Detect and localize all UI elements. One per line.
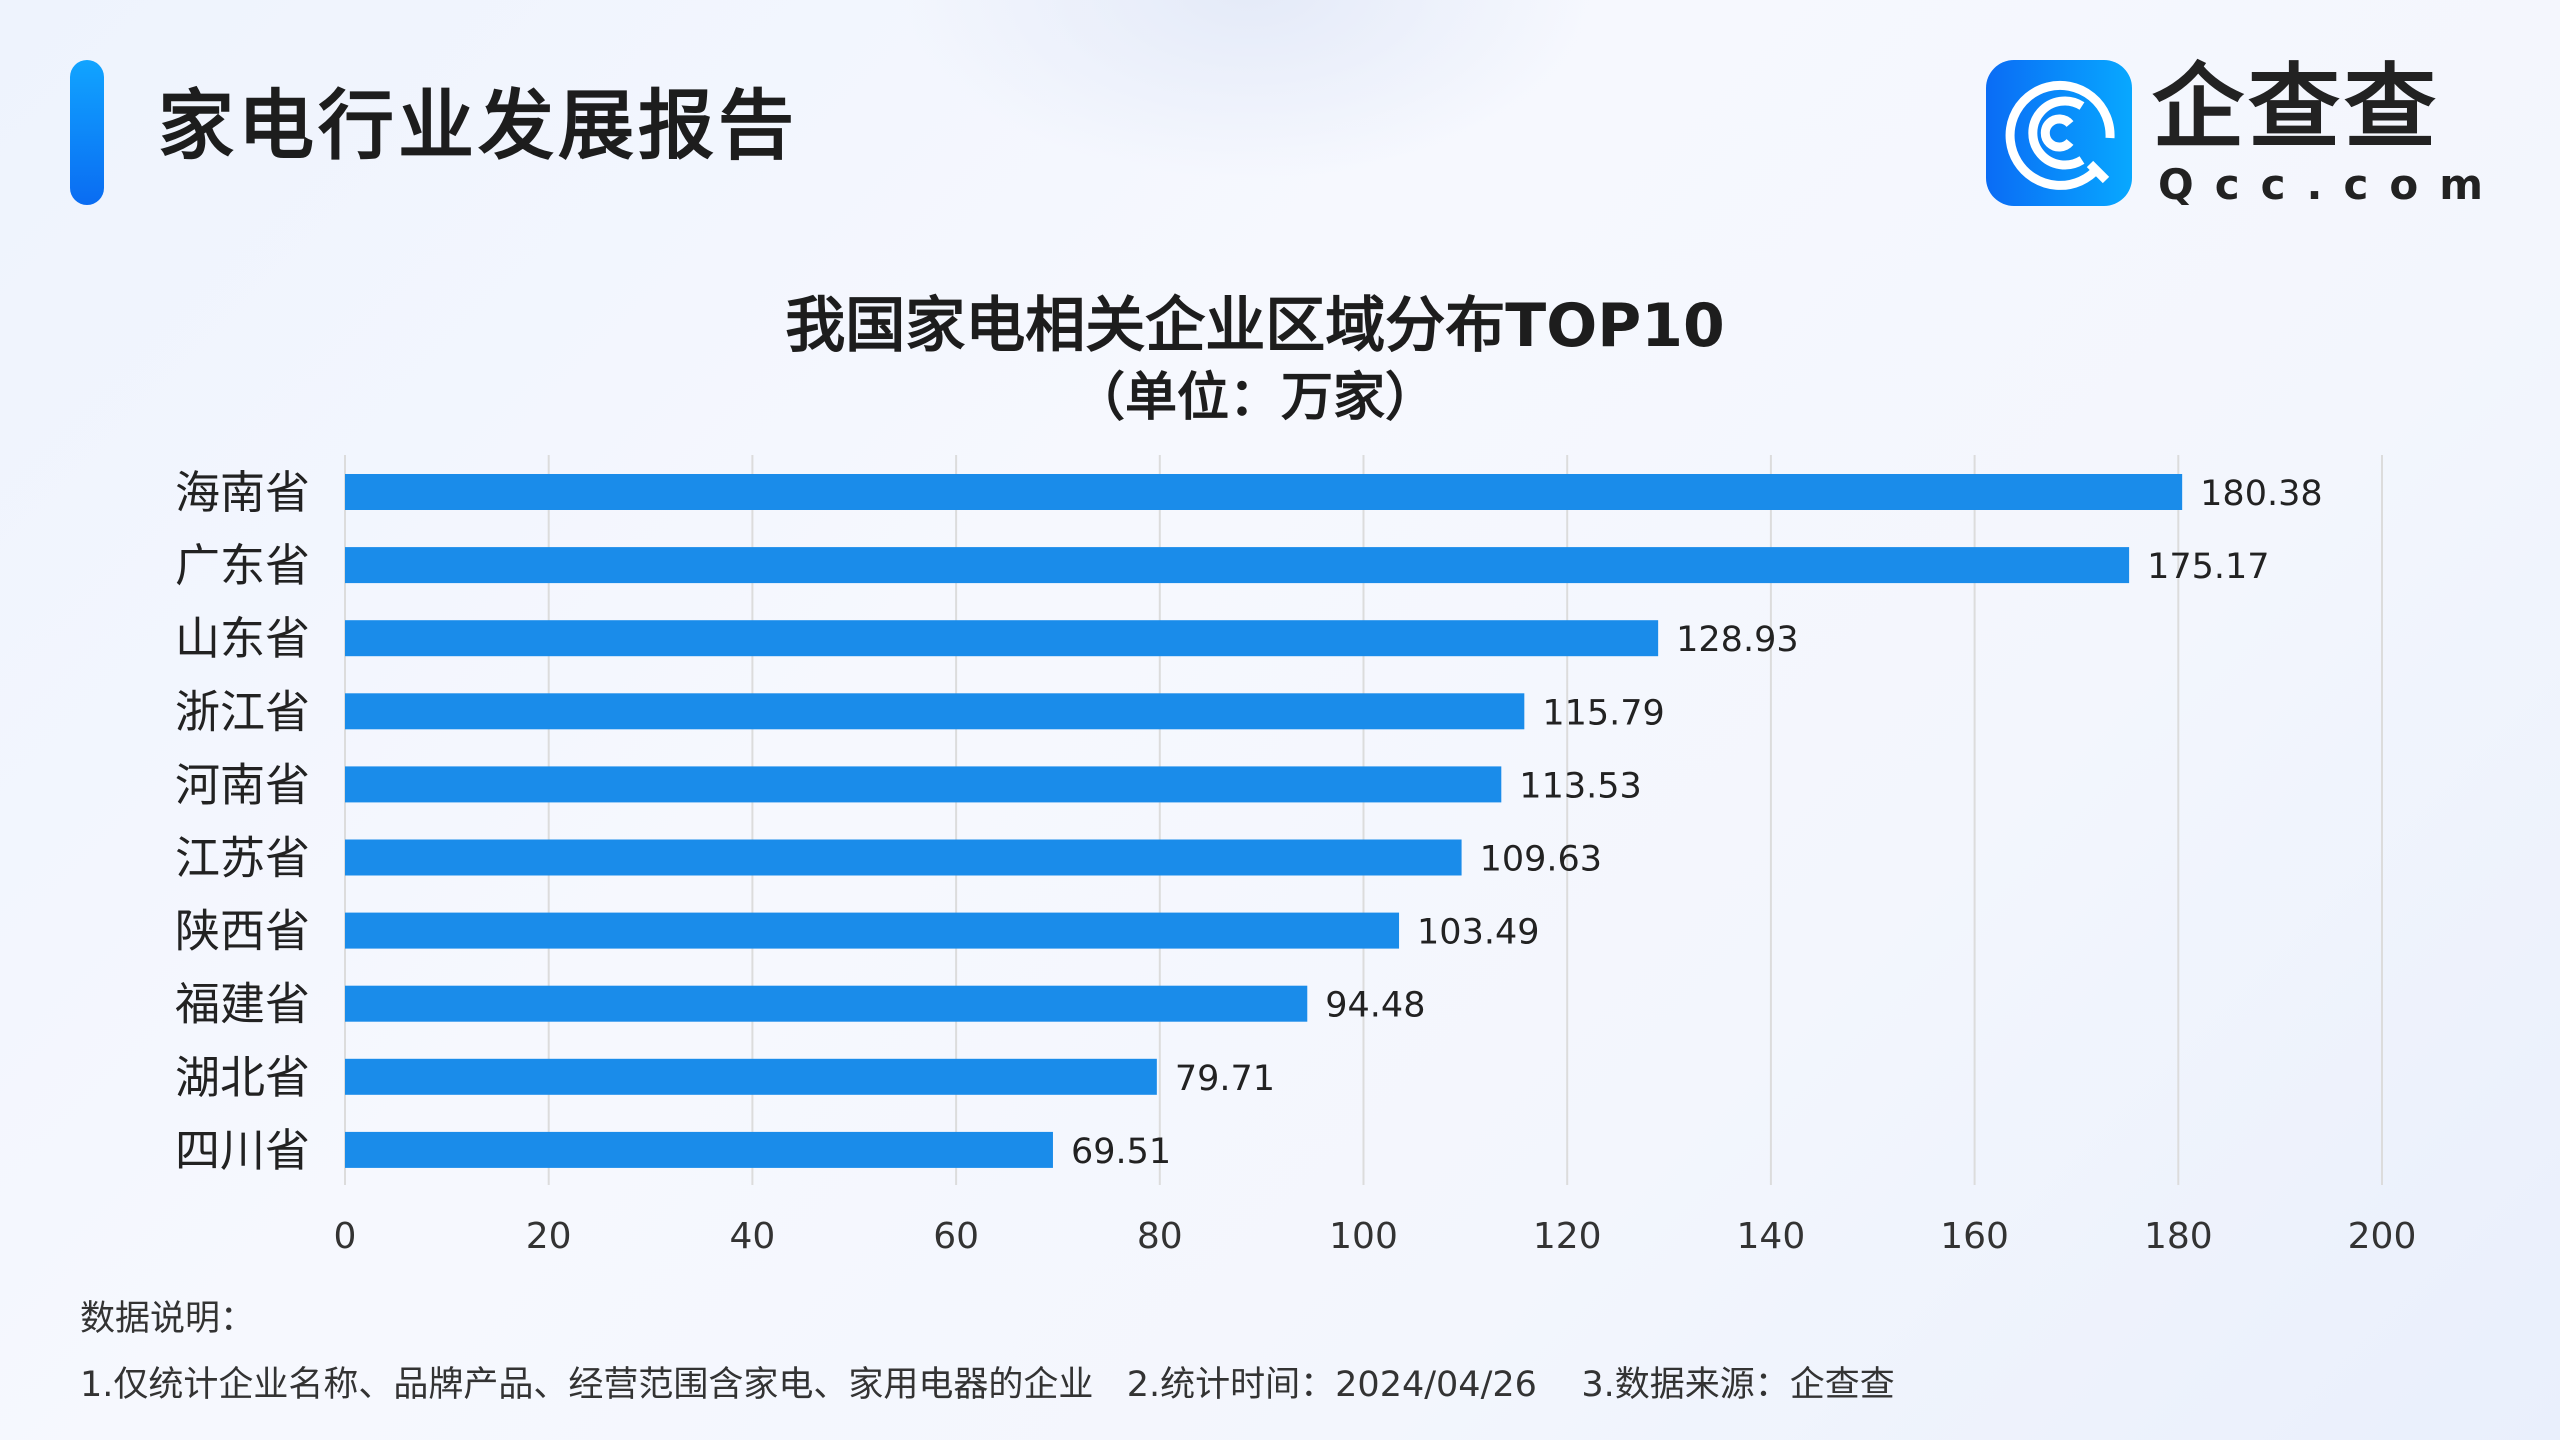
logo-text-cn: 企查查 bbox=[2152, 54, 2441, 161]
category-label: 福建省 bbox=[175, 978, 310, 1031]
data-label: 69.51 bbox=[1071, 1132, 1171, 1172]
bar bbox=[345, 766, 1502, 803]
chart-title: 我国家电相关企业区域分布TOP10 bbox=[785, 291, 1725, 361]
data-label: 128.93 bbox=[1676, 620, 1798, 660]
data-label: 103.49 bbox=[1417, 913, 1539, 953]
footer-heading: 数据说明： bbox=[80, 1299, 256, 1339]
category-label: 江苏省 bbox=[175, 832, 310, 885]
x-tick-label: 160 bbox=[1940, 1216, 2009, 1257]
category-label: 广东省 bbox=[175, 539, 310, 592]
chart-subtitle: （单位：万家） bbox=[1072, 368, 1437, 428]
title-accent-bar bbox=[70, 60, 104, 205]
data-label: 113.53 bbox=[1519, 766, 1641, 806]
logo-text-en: Qcc.com bbox=[2158, 160, 2504, 209]
bar bbox=[345, 474, 2183, 510]
footer-note: 1.仅统计企业名称、品牌产品、经营范围含家电、家用电器的企业 2.统计时间：20… bbox=[80, 1365, 1895, 1405]
data-label: 115.79 bbox=[1542, 693, 1664, 733]
category-label: 浙江省 bbox=[175, 685, 310, 738]
category-label: 海南省 bbox=[175, 466, 310, 519]
x-tick-label: 40 bbox=[729, 1216, 775, 1257]
bar bbox=[345, 839, 1462, 876]
category-label: 陕西省 bbox=[175, 905, 310, 958]
data-label: 94.48 bbox=[1325, 986, 1425, 1026]
data-label: 175.17 bbox=[2147, 547, 2269, 587]
bar bbox=[345, 693, 1525, 730]
category-label: 山东省 bbox=[175, 612, 310, 665]
page-title: 家电行业发展报告 bbox=[158, 81, 798, 170]
category-label: 湖北省 bbox=[175, 1051, 310, 1104]
bar bbox=[345, 547, 2130, 584]
data-label: 79.71 bbox=[1175, 1059, 1275, 1099]
x-tick-label: 200 bbox=[2348, 1216, 2417, 1257]
x-tick-label: 180 bbox=[2144, 1216, 2213, 1257]
category-label: 河南省 bbox=[175, 758, 310, 811]
data-label: 109.63 bbox=[1480, 840, 1602, 880]
x-tick-label: 80 bbox=[1137, 1216, 1183, 1257]
bar bbox=[345, 985, 1308, 1022]
x-tick-label: 60 bbox=[933, 1216, 979, 1257]
bar bbox=[345, 1131, 1053, 1168]
category-label: 四川省 bbox=[175, 1124, 310, 1177]
qcc-logo-icon bbox=[1986, 60, 2132, 206]
x-tick-label: 120 bbox=[1533, 1216, 1602, 1257]
x-tick-label: 0 bbox=[334, 1216, 357, 1257]
x-tick-label: 140 bbox=[1737, 1216, 1806, 1257]
bar bbox=[345, 912, 1400, 949]
bar bbox=[345, 620, 1659, 657]
data-label: 180.38 bbox=[2200, 474, 2322, 514]
bar bbox=[345, 1058, 1157, 1095]
x-tick-label: 20 bbox=[526, 1216, 572, 1257]
x-tick-label: 100 bbox=[1329, 1216, 1398, 1257]
